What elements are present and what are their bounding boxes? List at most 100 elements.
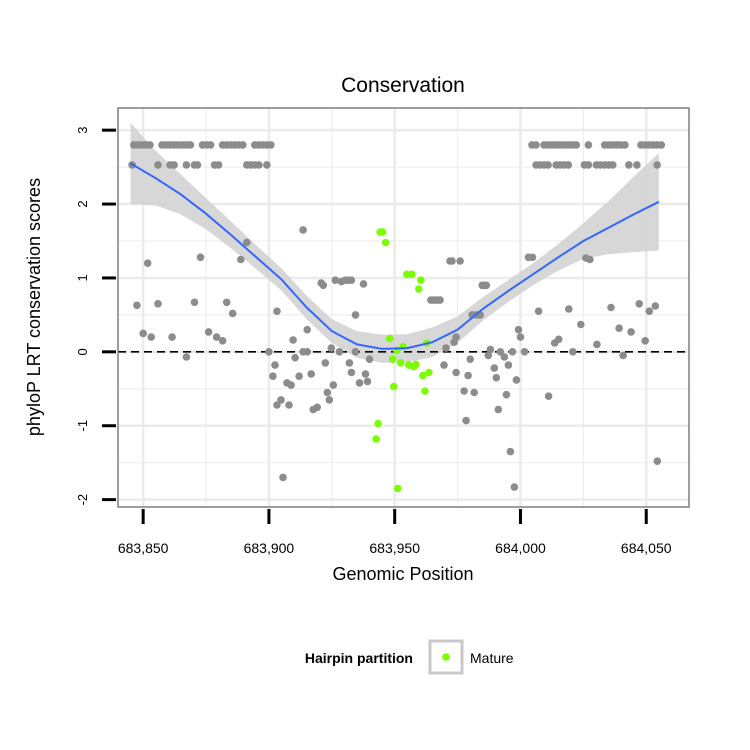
point-other (363, 377, 372, 386)
y-axis: -2 -1 0 1 2 3 (75, 127, 116, 506)
point-other (470, 388, 479, 397)
point-other (577, 320, 585, 329)
point-other (569, 348, 577, 356)
point-mature (419, 371, 427, 380)
plot-border (117, 107, 690, 508)
point-other (564, 161, 573, 169)
point-other (168, 333, 176, 341)
x-axis: 683,850 683,900 683,950 684,000 684,050 (118, 509, 672, 556)
y-tick-label: 0 (75, 348, 90, 355)
point-other (243, 238, 251, 247)
y-axis-label: phyloP LRT conservation scores (24, 178, 44, 436)
point-other (351, 348, 360, 356)
point-other (133, 301, 141, 310)
point-other (271, 361, 279, 369)
point-other (212, 333, 221, 341)
point-other (287, 381, 295, 389)
point-mature (374, 419, 382, 428)
chart-title: Conservation (341, 74, 465, 97)
point-mature (412, 360, 420, 369)
point-other (504, 361, 513, 369)
x-tick-label: 684,000 (495, 540, 546, 556)
point-other (237, 255, 245, 264)
point-other (520, 348, 529, 356)
point-mature (389, 382, 398, 391)
point-other (361, 370, 370, 378)
point-other (544, 392, 553, 401)
point-other (321, 359, 330, 367)
point-other (532, 141, 540, 149)
point-other (335, 348, 344, 356)
point-other (452, 368, 460, 377)
point-other (494, 405, 503, 414)
point-other (607, 303, 615, 312)
x-tick-label: 684,050 (621, 540, 672, 556)
point-other (327, 344, 336, 352)
legend-label-mature: Mature (470, 650, 514, 666)
y-tick-label: 2 (75, 200, 90, 207)
point-other (625, 161, 633, 169)
point-other (651, 302, 660, 310)
point-other (514, 325, 523, 334)
point-other (228, 309, 237, 318)
point-other (508, 348, 517, 356)
point-other (218, 337, 227, 345)
point-other (347, 276, 356, 285)
point-mature (372, 435, 380, 443)
point-other (466, 355, 475, 364)
point-other (619, 351, 627, 360)
point-other (351, 311, 360, 319)
point-other (486, 345, 495, 354)
point-other (554, 335, 563, 344)
point-other (572, 141, 581, 149)
point-other (186, 141, 195, 149)
point-other (273, 401, 281, 409)
point-mature (396, 359, 405, 367)
point-other (279, 473, 287, 482)
point-other (214, 161, 223, 169)
point-other (448, 257, 456, 265)
point-other (196, 253, 205, 262)
point-other (653, 457, 662, 466)
point-other (460, 387, 468, 395)
point-other (584, 141, 593, 149)
point-other (645, 307, 654, 316)
x-axis-label: Genomic Position (332, 564, 473, 584)
smooth-line-path (130, 162, 660, 350)
point-other (307, 370, 316, 378)
point-mature (381, 238, 390, 247)
point-other (345, 359, 354, 367)
point-other (528, 253, 537, 262)
point-other (273, 307, 281, 316)
point-other (492, 373, 501, 382)
scatter-points (128, 141, 666, 493)
point-other (627, 328, 635, 336)
point-other (154, 161, 162, 169)
x-tick-label: 683,900 (244, 540, 295, 556)
point-other (621, 141, 629, 149)
confidence-band-area (130, 122, 659, 363)
y-tick-label: -2 (75, 494, 90, 506)
point-other (584, 161, 593, 169)
point-other (319, 281, 328, 290)
point-mature (385, 334, 394, 343)
point-other (484, 351, 493, 360)
point-other (303, 348, 312, 356)
point-other (289, 336, 297, 344)
point-other (277, 396, 285, 404)
point-other (500, 353, 509, 361)
plot-panel (118, 108, 689, 507)
point-other (496, 348, 505, 356)
point-other (139, 329, 147, 338)
point-other (355, 379, 364, 387)
point-other (239, 141, 247, 149)
legend: Hairpin partition Mature (305, 639, 514, 675)
point-other (440, 361, 448, 369)
point-other (534, 307, 543, 316)
point-other (510, 483, 519, 491)
point-other (182, 353, 191, 361)
point-other (359, 280, 368, 288)
confidence-band (130, 122, 659, 363)
point-other (269, 372, 277, 381)
